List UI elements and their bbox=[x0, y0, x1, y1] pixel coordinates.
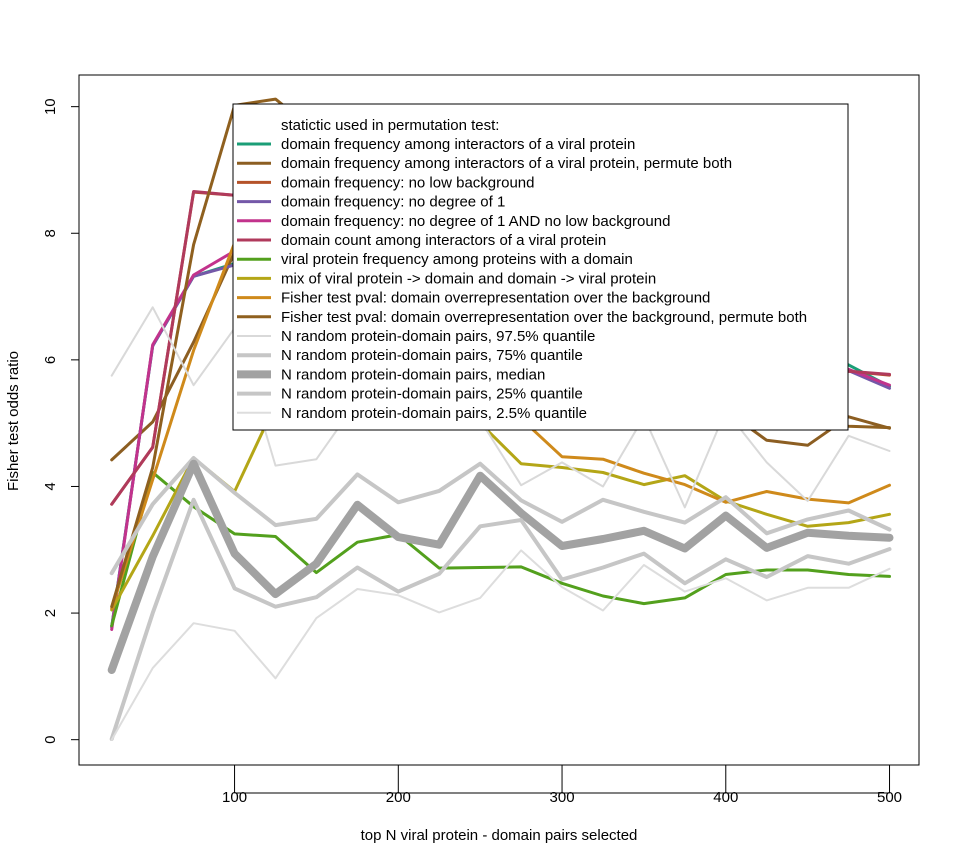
y-tick-label: 8 bbox=[42, 229, 59, 237]
x-axis: 100 200 300 400 500 bbox=[222, 765, 902, 806]
legend-label: N random protein-domain pairs, 97.5% qua… bbox=[281, 328, 595, 345]
series-line-15 bbox=[110, 549, 891, 741]
x-tick-label: 400 bbox=[713, 789, 738, 806]
legend-label: N random protein-domain pairs, 2.5% quan… bbox=[281, 405, 587, 422]
legend-label: domain count among interactors of a vira… bbox=[281, 232, 606, 249]
x-tick-label: 300 bbox=[550, 789, 575, 806]
series-line-14 bbox=[109, 497, 892, 741]
y-tick-label: 0 bbox=[42, 736, 59, 744]
legend-label: Fisher test pval: domain overrepresentat… bbox=[281, 290, 710, 307]
legend-label: N random protein-domain pairs, 25% quant… bbox=[281, 386, 583, 403]
legend-label: domain frequency: no degree of 1 AND no … bbox=[281, 213, 670, 230]
y-tick-label: 6 bbox=[42, 356, 59, 364]
y-axis: 0 2 4 6 8 10 bbox=[42, 98, 80, 744]
legend-label: domain frequency among interactors of a … bbox=[281, 155, 732, 172]
legend-label: domain frequency: no low background bbox=[281, 174, 535, 191]
legend-label: viral protein frequency among proteins w… bbox=[281, 251, 633, 268]
x-axis-label: top N viral protein - domain pairs selec… bbox=[361, 827, 638, 844]
x-tick-label: 500 bbox=[877, 789, 902, 806]
legend-label: domain frequency among interactors of a … bbox=[281, 136, 635, 153]
legend-title: statictic used in permutation test: bbox=[281, 117, 499, 134]
series-line-13 bbox=[107, 459, 894, 674]
legend-label: N random protein-domain pairs, 75% quant… bbox=[281, 347, 583, 364]
y-tick-label: 10 bbox=[42, 98, 59, 115]
y-tick-label: 2 bbox=[42, 609, 59, 617]
legend-label: domain frequency: no degree of 1 bbox=[281, 194, 505, 211]
legend-label: Fisher test pval: domain overrepresentat… bbox=[281, 309, 807, 326]
series-line-12 bbox=[109, 456, 892, 576]
x-tick-label: 200 bbox=[386, 789, 411, 806]
y-axis-label: Fisher test odds ratio bbox=[5, 351, 22, 491]
series-line-7 bbox=[110, 471, 891, 628]
legend-label: N random protein-domain pairs, median bbox=[281, 366, 545, 383]
legend: statictic used in permutation test: doma… bbox=[232, 103, 849, 431]
legend-label: mix of viral protein -> domain and domai… bbox=[281, 270, 656, 287]
x-tick-label: 100 bbox=[222, 789, 247, 806]
legend-box bbox=[232, 103, 849, 431]
y-tick-label: 4 bbox=[42, 482, 59, 490]
series-line-8 bbox=[110, 371, 891, 612]
